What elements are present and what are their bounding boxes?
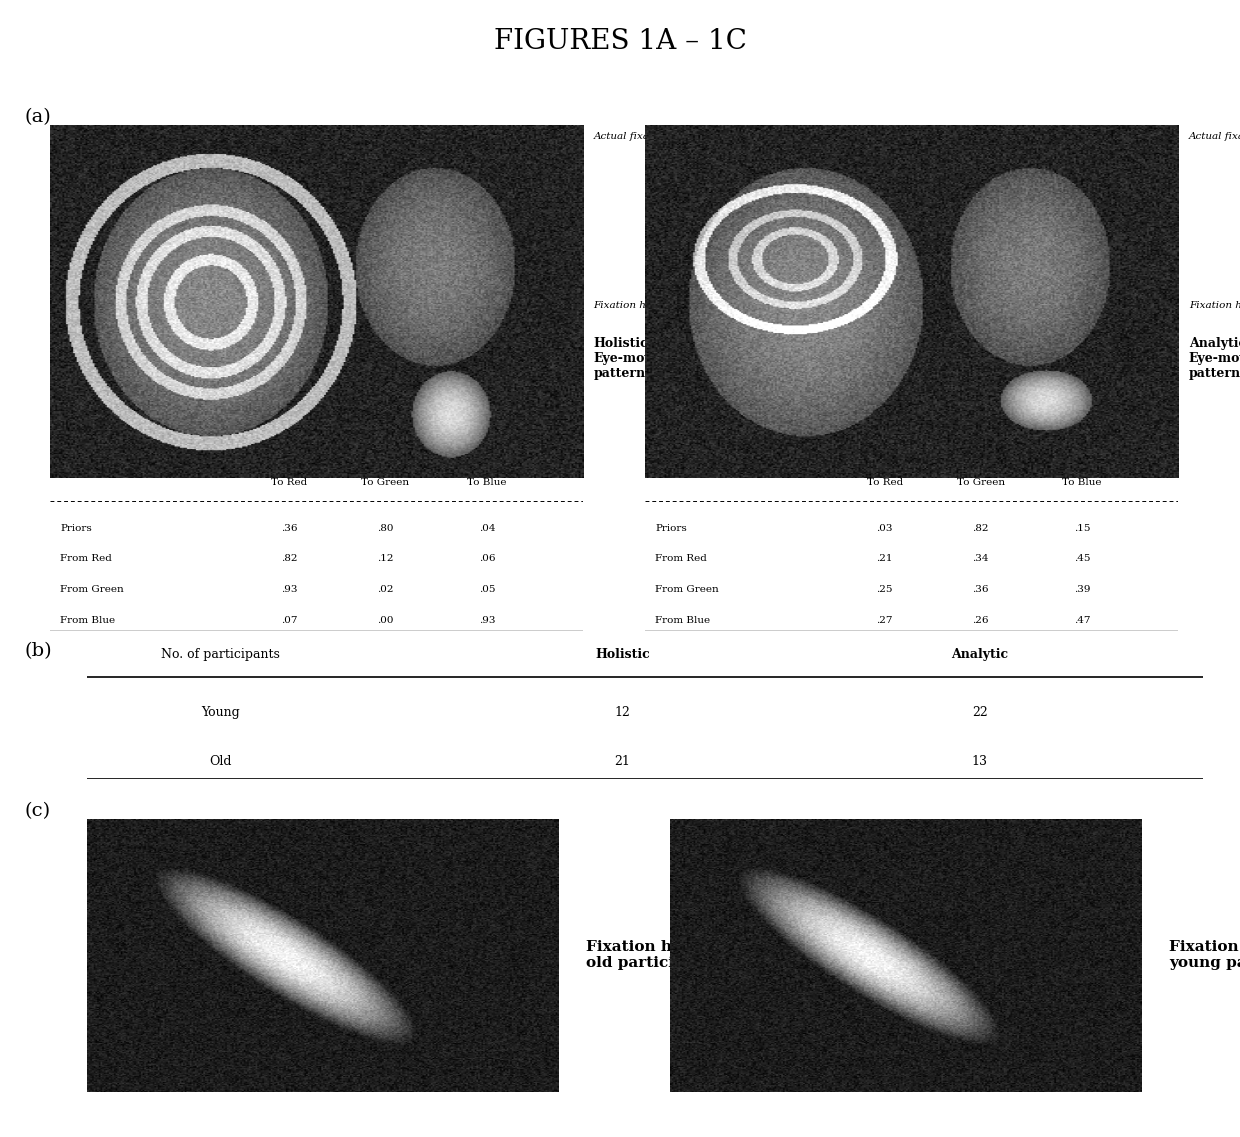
Text: To Green: To Green — [361, 478, 409, 487]
Text: Fixation heatmap of the
young participants: Fixation heatmap of the young participan… — [1169, 940, 1240, 970]
Text: No. of participants: No. of participants — [161, 648, 280, 661]
Text: .05: .05 — [479, 584, 495, 594]
Text: .45: .45 — [1074, 554, 1090, 563]
Text: .03: .03 — [877, 523, 893, 532]
Text: .82: .82 — [281, 554, 298, 563]
Text: .36: .36 — [972, 584, 990, 594]
Text: Old: Old — [210, 755, 232, 769]
Text: Fixation heatmap: Fixation heatmap — [594, 301, 686, 310]
Text: .34: .34 — [972, 554, 990, 563]
Text: (b): (b) — [25, 642, 52, 661]
Text: Actual fixations: Actual fixations — [594, 132, 676, 141]
Text: (a): (a) — [25, 108, 52, 126]
Text: To Blue: To Blue — [1063, 478, 1102, 487]
Text: .06: .06 — [479, 554, 495, 563]
Text: .25: .25 — [877, 584, 893, 594]
Text: .26: .26 — [972, 615, 990, 624]
Text: From Blue: From Blue — [656, 615, 711, 624]
Text: Priors: Priors — [656, 523, 687, 532]
Text: From Red: From Red — [61, 554, 112, 563]
Text: (c): (c) — [25, 802, 51, 820]
Text: .04: .04 — [479, 523, 495, 532]
Text: .21: .21 — [877, 554, 893, 563]
Text: Fixation heatmap: Fixation heatmap — [1189, 301, 1240, 310]
Text: To Red: To Red — [867, 478, 903, 487]
Text: .36: .36 — [281, 523, 298, 532]
Text: Analytic
Eye-movement
pattern: Analytic Eye-movement pattern — [1189, 337, 1240, 380]
Text: .47: .47 — [1074, 615, 1090, 624]
Text: To Blue: To Blue — [467, 478, 507, 487]
Text: Young: Young — [201, 706, 241, 719]
Text: .93: .93 — [281, 584, 298, 594]
Text: Fixation heatmap of the
old participants: Fixation heatmap of the old participants — [587, 940, 791, 970]
Text: 12: 12 — [615, 706, 630, 719]
Text: Holistic: Holistic — [595, 648, 650, 661]
Text: Actual fixations: Actual fixations — [1189, 132, 1240, 141]
Text: .07: .07 — [281, 615, 298, 624]
Text: .82: .82 — [972, 523, 990, 532]
Text: FIGURES 1A – 1C: FIGURES 1A – 1C — [494, 28, 746, 56]
Text: 21: 21 — [615, 755, 630, 769]
Text: Holistic
Eye-movement
pattern: Holistic Eye-movement pattern — [594, 337, 696, 380]
Text: 22: 22 — [972, 706, 987, 719]
Text: .39: .39 — [1074, 584, 1090, 594]
Text: .15: .15 — [1074, 523, 1090, 532]
Text: 13: 13 — [972, 755, 987, 769]
Text: To Green: To Green — [956, 478, 1004, 487]
Text: .00: .00 — [377, 615, 394, 624]
Text: From Blue: From Blue — [61, 615, 115, 624]
Text: .93: .93 — [479, 615, 495, 624]
Text: From Green: From Green — [61, 584, 124, 594]
Text: Analytic: Analytic — [951, 648, 1008, 661]
Text: .27: .27 — [877, 615, 893, 624]
Text: Priors: Priors — [61, 523, 92, 532]
Text: To Red: To Red — [272, 478, 308, 487]
Text: .02: .02 — [377, 584, 394, 594]
Text: From Red: From Red — [656, 554, 707, 563]
Text: From Green: From Green — [656, 584, 719, 594]
Text: .80: .80 — [377, 523, 394, 532]
Text: .12: .12 — [377, 554, 394, 563]
